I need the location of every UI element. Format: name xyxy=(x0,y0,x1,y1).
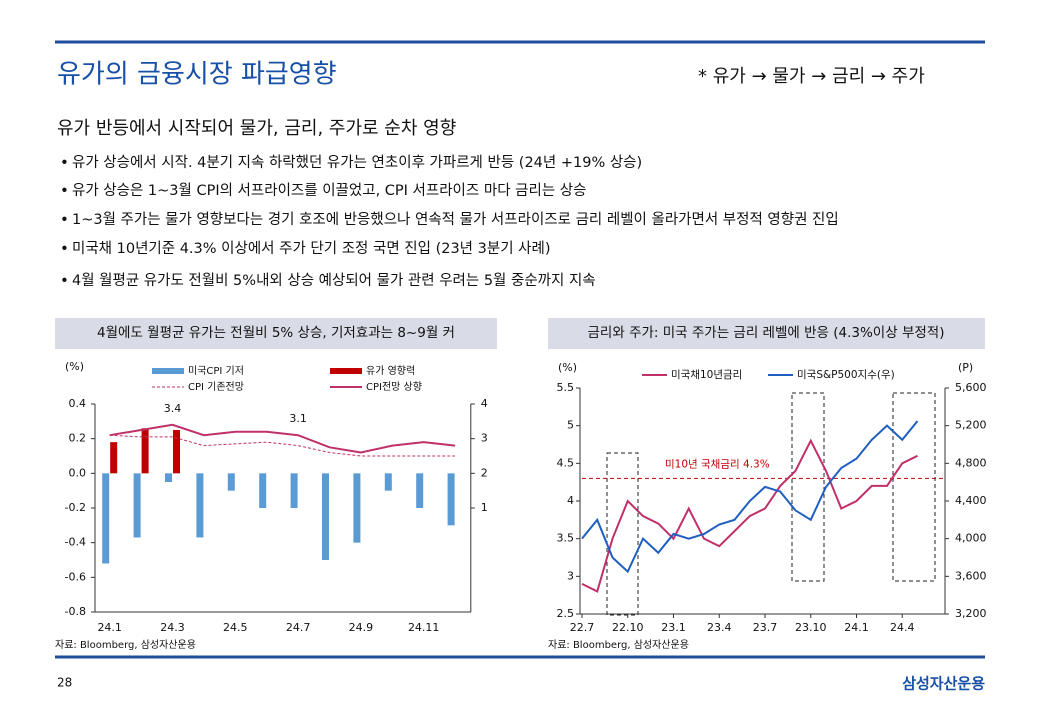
data-label: 3.4 xyxy=(164,402,182,415)
y2-tick-label: 4,400 xyxy=(955,494,987,507)
bullet-dot: • xyxy=(60,154,69,172)
y2-tick-label: 5,200 xyxy=(955,419,987,432)
y-tick-label: -0.2 xyxy=(65,501,86,514)
y2-tick-label: 3,600 xyxy=(955,569,987,582)
chart-title: 4월에도 월평균 유가는 전월비 5% 상승, 기저효과는 8~9월 커 xyxy=(97,325,455,341)
legend-swatch xyxy=(330,368,362,374)
line xyxy=(109,423,456,454)
x-tick-label: 24.9 xyxy=(349,621,374,634)
chart-header-box xyxy=(55,318,497,349)
brand: 삼성자산운용 xyxy=(902,675,985,693)
y2-tick-label: 5,600 xyxy=(955,381,987,394)
x-tick-label: 23.4 xyxy=(707,621,732,634)
bullet-text: 미국채 10년기준 4.3% 이상에서 주가 단기 조정 국면 진입 (23년 … xyxy=(72,240,550,257)
bar xyxy=(416,473,424,508)
bar xyxy=(259,473,267,508)
y-tick-label: 5.5 xyxy=(557,381,575,394)
y-tick-label: 3 xyxy=(567,569,574,582)
legend-label: 유가 영향력 xyxy=(366,365,415,377)
x-tick-label: 22.10 xyxy=(612,621,644,634)
y2-tick-label: 3 xyxy=(481,432,488,445)
bullet-text: 1~3월 주가는 물가 영향보다는 경기 호조에 반응했으나 연속적 물가 서프… xyxy=(72,211,839,228)
bullet-text: 4월 월평균 유가도 전월비 5%내외 상승 예상되어 물가 관련 우려는 5월… xyxy=(72,272,596,289)
bar xyxy=(110,442,118,474)
y-tick-label: 4.5 xyxy=(557,456,575,469)
y-tick-label: 0.4 xyxy=(69,397,87,410)
legend-label: 미국채10년금리 xyxy=(671,369,742,381)
source: 자료: Bloomberg, 삼성자산운용 xyxy=(548,639,689,651)
line xyxy=(109,434,456,457)
data-label: 3.1 xyxy=(289,412,307,425)
highlight-box xyxy=(606,452,639,616)
bar xyxy=(196,473,204,538)
highlight-box xyxy=(791,392,825,582)
y2-tick-label: 1 xyxy=(481,501,488,514)
legend-label: 미국CPI 기저 xyxy=(188,365,244,377)
bar xyxy=(353,473,361,543)
bullet-dot: • xyxy=(60,211,69,229)
highlight-box xyxy=(892,392,936,582)
bar xyxy=(384,473,392,491)
y-tick-label: 3.5 xyxy=(557,532,575,545)
source: 자료: Bloomberg, 삼성자산운용 xyxy=(55,639,196,651)
y-tick-label: 4 xyxy=(567,494,574,507)
bullet-list: • 유가 상승에서 시작. 4분기 지속 하락했던 유가는 연초이후 가파르게 반… xyxy=(60,154,839,290)
x-tick-label: 23.7 xyxy=(753,621,778,634)
y-tick-label: 2.5 xyxy=(557,607,575,620)
y-tick-label: 5 xyxy=(567,419,574,432)
bar xyxy=(133,473,141,538)
x-tick-label: 23.1 xyxy=(661,621,686,634)
y2-tick-label: 4,000 xyxy=(955,532,987,545)
y-tick-label: 0.2 xyxy=(69,432,87,445)
slide-title: 유가의 금융시장 파급영향 xyxy=(57,60,337,90)
reference-label: 미10년 국채금리 4.3% xyxy=(665,458,770,470)
y2-axis-unit: (P) xyxy=(958,361,973,374)
bar xyxy=(165,473,172,482)
bullet-dot: • xyxy=(60,272,69,290)
bullet-text: 유가 상승에서 시작. 4분기 지속 하락했던 유가는 연초이후 가파르게 반등… xyxy=(72,154,642,171)
y-tick-label: -0.8 xyxy=(65,605,86,618)
bullet-text: 유가 상승은 1~3월 CPI의 서프라이즈를 이끌었고, CPI 서프라이즈 … xyxy=(72,182,586,199)
y-tick-label: -0.4 xyxy=(65,536,86,549)
legend-label: 미국S&P500지수(우) xyxy=(797,369,895,381)
y-tick-label: 0.0 xyxy=(69,466,87,479)
x-tick-label: 24.7 xyxy=(286,621,311,634)
y2-tick-label: 2 xyxy=(481,466,488,479)
bar xyxy=(102,473,110,564)
y-tick-label: -0.6 xyxy=(65,570,86,583)
flow-note: * 유가 → 물가 → 금리 → 주가 xyxy=(698,66,925,87)
legend-swatch xyxy=(152,368,184,374)
bullet-dot: • xyxy=(60,240,69,258)
subtitle: 유가 반등에서 시작되어 물가, 금리, 주가로 순차 영향 xyxy=(57,118,456,139)
bar xyxy=(173,430,180,474)
x-tick-label: 24.1 xyxy=(97,621,122,634)
bullet-dot: • xyxy=(60,182,69,200)
bar xyxy=(322,473,329,560)
x-tick-label: 23.10 xyxy=(795,621,827,634)
y2-tick-label: 3,200 xyxy=(955,607,987,620)
legend-label: CPI전망 상향 xyxy=(366,381,422,393)
x-tick-label: 24.4 xyxy=(890,621,915,634)
bar xyxy=(447,473,455,526)
x-tick-label: 24.1 xyxy=(844,621,869,634)
bar xyxy=(141,428,149,474)
bar xyxy=(227,473,235,491)
x-tick-label: 24.5 xyxy=(223,621,248,634)
page-number: 28 xyxy=(57,676,72,690)
line xyxy=(581,420,919,574)
legend-label: CPI 기존전망 xyxy=(188,381,244,393)
x-tick-label: 22.7 xyxy=(570,621,595,634)
chart-title: 금리와 주가: 미국 주가는 금리 레벨에 반응 (4.3%이상 부정적) xyxy=(588,325,945,341)
y2-tick-label: 4 xyxy=(481,397,488,410)
y-axis-unit: (%) xyxy=(558,361,577,374)
y-axis-unit: (%) xyxy=(65,360,84,373)
bar xyxy=(290,473,298,508)
line xyxy=(581,438,918,593)
chart-header-box xyxy=(548,318,985,349)
y2-tick-label: 4,800 xyxy=(955,456,987,469)
x-tick-label: 24.3 xyxy=(160,621,185,634)
x-tick-label: 24.11 xyxy=(408,621,440,634)
